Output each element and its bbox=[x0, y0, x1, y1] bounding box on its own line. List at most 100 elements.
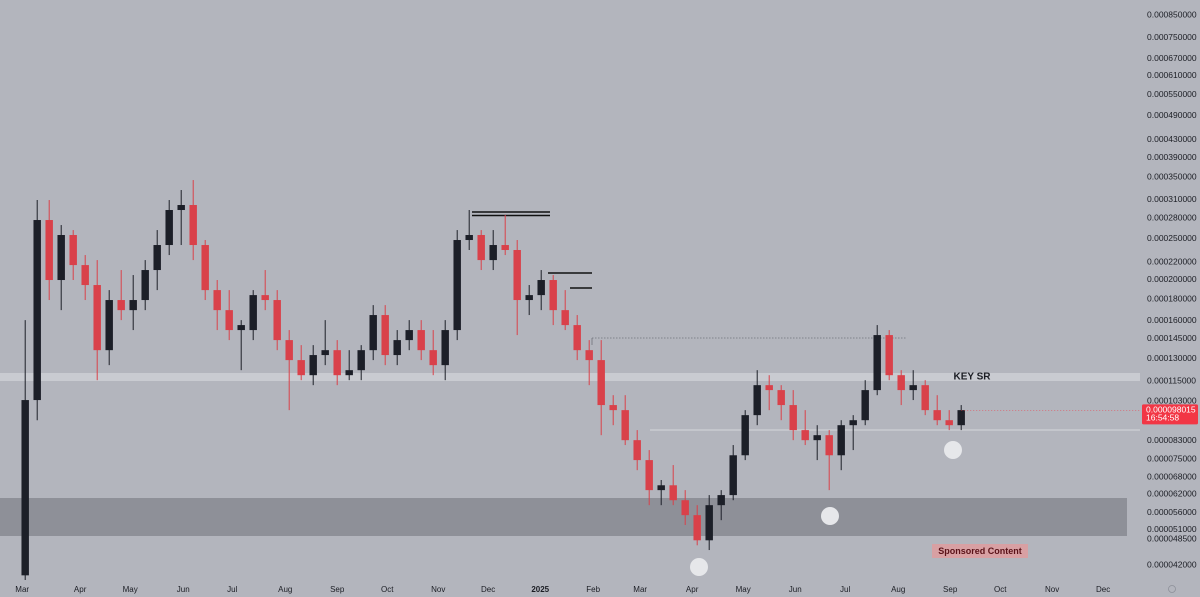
candle-body bbox=[417, 330, 425, 351]
plot-area bbox=[21, 180, 965, 580]
last-price-badge bbox=[1142, 404, 1198, 425]
last-price-label: 0.000098015 bbox=[1146, 405, 1196, 415]
candle-body bbox=[477, 235, 485, 261]
candle-body bbox=[21, 400, 29, 576]
candle-body bbox=[465, 235, 473, 241]
y-tick-label: 0.000430000 bbox=[1147, 134, 1197, 144]
candle-body bbox=[165, 210, 173, 246]
candle-body bbox=[561, 310, 569, 326]
candle-body bbox=[357, 350, 365, 371]
candle-body bbox=[393, 340, 401, 356]
candle-body bbox=[549, 280, 557, 311]
candle-body bbox=[381, 315, 389, 356]
x-tick-label: May bbox=[736, 585, 751, 594]
candle-body bbox=[117, 300, 125, 311]
y-tick-label: 0.000350000 bbox=[1147, 172, 1197, 182]
candle-body bbox=[201, 245, 209, 291]
x-tick-label: 2025 bbox=[531, 585, 549, 594]
candle-body bbox=[33, 220, 41, 401]
y-tick-label: 0.000200000 bbox=[1147, 274, 1197, 284]
candle-body bbox=[921, 385, 929, 411]
y-tick-label: 0.000103000 bbox=[1147, 396, 1197, 406]
x-tick-label: Dec bbox=[481, 585, 495, 594]
candle-body bbox=[441, 330, 449, 366]
candle-body bbox=[261, 295, 269, 301]
annotation-text: KEY SR bbox=[953, 372, 991, 383]
candle-body bbox=[777, 390, 785, 406]
y-tick-label: 0.000550000 bbox=[1147, 89, 1197, 99]
x-tick-label: Jul bbox=[227, 585, 237, 594]
demand-zone bbox=[0, 498, 1127, 536]
x-tick-label: Feb bbox=[586, 585, 600, 594]
x-tick-label: Apr bbox=[686, 585, 699, 594]
sponsored-badge bbox=[932, 544, 1028, 558]
candle-body bbox=[801, 430, 809, 441]
y-tick-label: 0.000670000 bbox=[1147, 53, 1197, 63]
y-tick-label: 0.000490000 bbox=[1147, 110, 1197, 120]
candle-body bbox=[849, 420, 857, 426]
y-tick-label: 0.000280000 bbox=[1147, 213, 1197, 223]
candle-body bbox=[501, 245, 509, 251]
candle-body bbox=[669, 485, 677, 501]
key-sr-band bbox=[0, 373, 1140, 381]
x-tick-label: Apr bbox=[74, 585, 87, 594]
candle-body bbox=[789, 405, 797, 431]
candle-body bbox=[837, 425, 845, 456]
y-tick-label: 0.000042000 bbox=[1147, 560, 1197, 570]
x-tick-label: Nov bbox=[1045, 585, 1059, 594]
y-tick-label: 0.000083000 bbox=[1147, 435, 1197, 445]
x-tick-label: May bbox=[123, 585, 138, 594]
candle-body bbox=[717, 495, 725, 506]
candle-body bbox=[333, 350, 341, 376]
x-tick-label: Dec bbox=[1096, 585, 1110, 594]
y-tick-label: 0.000075000 bbox=[1147, 454, 1197, 464]
x-tick-label: Sep bbox=[943, 585, 958, 594]
candle-body bbox=[753, 385, 761, 416]
y-tick-label: 0.000750000 bbox=[1147, 32, 1197, 42]
candle-body bbox=[957, 410, 965, 426]
candle-body bbox=[681, 500, 689, 516]
y-tick-label: 0.000160000 bbox=[1147, 315, 1197, 325]
y-tick-label: 0.000051000 bbox=[1147, 524, 1197, 534]
candle-body bbox=[297, 360, 305, 376]
candle-body bbox=[129, 300, 137, 311]
y-tick-label: 0.000130000 bbox=[1147, 353, 1197, 363]
marker-circle bbox=[821, 507, 839, 525]
candle-body bbox=[69, 235, 77, 266]
candle-body bbox=[237, 325, 245, 331]
y-tick-label: 0.000115000 bbox=[1147, 375, 1196, 385]
y-tick-label: 0.000610000 bbox=[1147, 70, 1197, 80]
x-tick-label: Oct bbox=[381, 585, 394, 594]
candle-body bbox=[537, 280, 545, 296]
y-tick-label: 0.000048500 bbox=[1147, 533, 1197, 543]
candle-body bbox=[741, 415, 749, 456]
candle-body bbox=[285, 340, 293, 361]
settings-icon[interactable] bbox=[1168, 585, 1176, 593]
candle-body bbox=[597, 360, 605, 406]
candle-body bbox=[273, 300, 281, 341]
candle-body bbox=[369, 315, 377, 351]
candle-body bbox=[885, 335, 893, 376]
candle-body bbox=[345, 370, 353, 376]
marker-circle bbox=[690, 558, 708, 576]
x-tick-label: Aug bbox=[278, 585, 292, 594]
candle-body bbox=[93, 285, 101, 351]
candle-body bbox=[189, 205, 197, 246]
candle-body bbox=[609, 405, 617, 411]
candle-body bbox=[897, 375, 905, 391]
candle-body bbox=[57, 235, 65, 281]
candle-body bbox=[573, 325, 581, 351]
x-tick-label: Mar bbox=[633, 585, 647, 594]
candle-body bbox=[489, 245, 497, 261]
candle-body bbox=[153, 245, 161, 271]
candle-body bbox=[105, 300, 113, 351]
x-tick-label: Oct bbox=[994, 585, 1007, 594]
y-tick-label: 0.000220000 bbox=[1147, 257, 1197, 267]
candle-body bbox=[909, 385, 917, 391]
candle-body bbox=[861, 390, 869, 421]
candle-body bbox=[141, 270, 149, 301]
candle-body bbox=[657, 485, 665, 491]
candle-body bbox=[525, 295, 533, 301]
